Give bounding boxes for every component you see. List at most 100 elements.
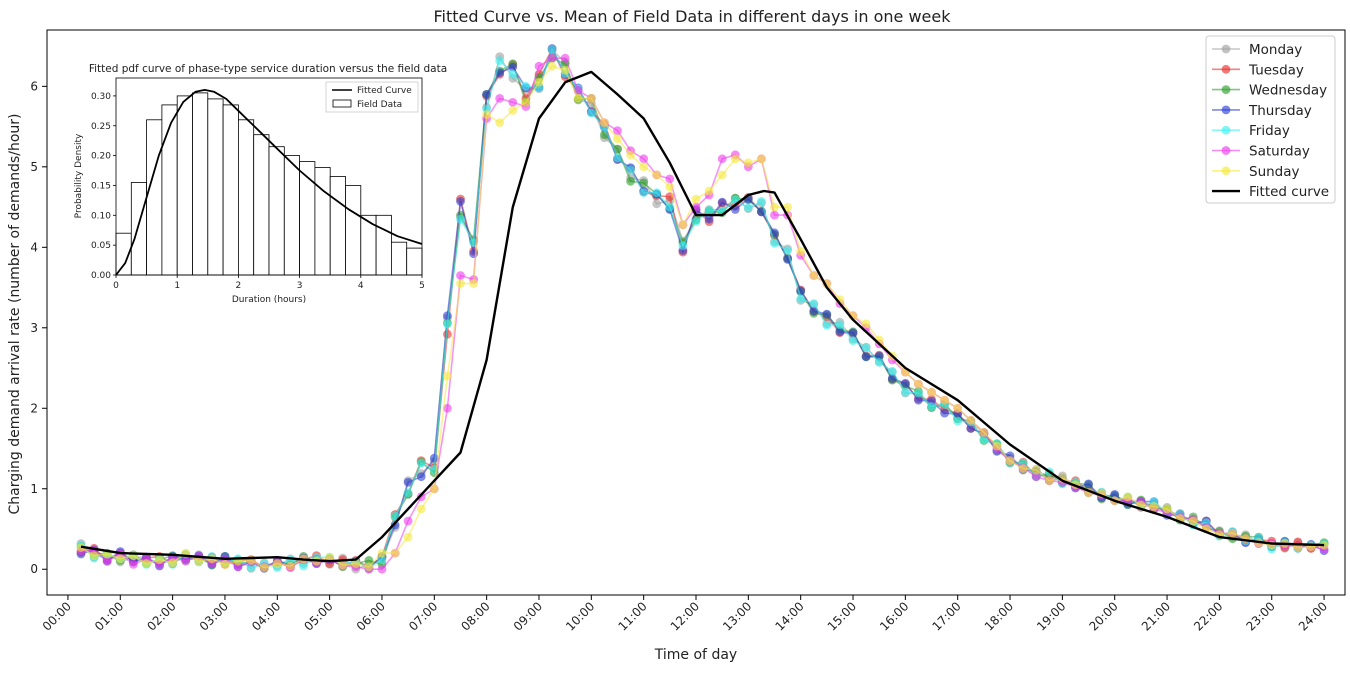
- data-point-friday: [299, 561, 308, 571]
- data-point-wednesday: [639, 178, 649, 188]
- data-point-thursday: [874, 351, 884, 361]
- data-point-friday: [639, 188, 649, 198]
- data-point-saturday: [181, 556, 191, 566]
- histogram-bar: [345, 185, 362, 276]
- data-point-friday: [704, 205, 714, 215]
- inset-y-tick-label: 0.25: [91, 122, 111, 132]
- data-point-sunday: [626, 150, 635, 160]
- inset-x-tick-label: 4: [358, 281, 364, 291]
- y-axis-title: Charging demand arrival rate (number of …: [7, 114, 23, 515]
- data-point-thursday: [482, 90, 491, 99]
- data-point-sunday: [547, 61, 557, 71]
- histogram-bar: [222, 104, 239, 276]
- legend-label-tuesday: Tuesday: [1248, 62, 1304, 78]
- legend-label-sunday: Sunday: [1249, 164, 1300, 180]
- histogram-bar: [161, 104, 178, 276]
- data-point-saturday: [665, 174, 675, 184]
- histogram-bar: [299, 161, 316, 276]
- data-point-sunday: [652, 170, 662, 180]
- histogram-bar: [146, 119, 163, 276]
- data-point-sunday: [992, 441, 1002, 451]
- data-point-friday: [652, 188, 662, 198]
- fitted-curve-line: [80, 70, 1325, 563]
- data-point-sunday: [953, 403, 963, 413]
- histogram-bar: [176, 95, 193, 276]
- data-point-friday: [914, 388, 923, 398]
- data-point-thursday: [456, 197, 465, 206]
- data-point-sunday: [1228, 528, 1237, 538]
- y-tick-label: 4: [30, 240, 38, 254]
- data-point-sunday: [613, 134, 622, 144]
- data-point-sunday: [560, 65, 570, 75]
- data-point-sunday: [495, 118, 505, 127]
- y-tick-label: 2: [30, 401, 38, 415]
- data-point-friday: [887, 366, 897, 376]
- legend-swatch-marker-tuesday: [1221, 64, 1231, 74]
- data-point-saturday: [403, 516, 413, 526]
- data-point-sunday: [1188, 516, 1198, 526]
- data-point-saturday: [129, 560, 138, 569]
- legend-swatch-marker-wednesday: [1221, 85, 1231, 94]
- data-point-sunday: [286, 561, 295, 571]
- data-point-thursday: [861, 352, 871, 362]
- data-point-sunday: [534, 77, 544, 87]
- data-point-friday: [691, 217, 701, 227]
- data-point-thursday: [443, 311, 452, 321]
- data-point-sunday: [861, 319, 871, 329]
- data-point-saturday: [560, 53, 570, 63]
- inset-x-tick-label: 5: [419, 281, 425, 291]
- histogram-bar: [390, 241, 408, 276]
- inset-y-tick-label: 0.30: [91, 92, 111, 102]
- y-tick-label: 3: [30, 321, 38, 335]
- histogram-bar: [329, 176, 346, 276]
- chart-title: Fitted Curve vs. Mean of Field Data in d…: [433, 7, 951, 26]
- inset-y-tick-label: 0.20: [91, 152, 111, 162]
- data-point-friday: [835, 320, 845, 329]
- data-point-friday: [626, 165, 635, 175]
- data-point-friday: [927, 402, 936, 412]
- data-point-sunday: [639, 162, 649, 172]
- data-point-sunday: [194, 556, 204, 566]
- data-point-saturday: [102, 556, 112, 566]
- data-point-friday: [743, 203, 753, 213]
- data-point-thursday: [704, 214, 714, 224]
- data-point-sunday: [1162, 504, 1172, 514]
- inset-y-tick-label: 0.05: [91, 241, 111, 251]
- inset-y-tick-label: 0.10: [91, 211, 111, 221]
- data-point-sunday: [600, 118, 609, 127]
- legend-label-wednesday: Wednesday: [1249, 83, 1327, 99]
- histogram-bar: [130, 182, 148, 276]
- inset-fitted-curve-layer: [115, 89, 423, 276]
- data-point-friday: [953, 416, 963, 426]
- data-point-sunday: [429, 484, 439, 494]
- data-point-thursday: [403, 477, 413, 487]
- data-point-sunday: [966, 415, 976, 425]
- data-point-saturday: [416, 492, 426, 502]
- data-point-sunday: [1123, 492, 1133, 502]
- data-point-saturday: [443, 403, 452, 413]
- data-point-sunday: [338, 560, 348, 570]
- data-point-sunday: [469, 279, 478, 288]
- data-point-sunday: [1005, 456, 1015, 465]
- data-point-friday: [390, 511, 400, 521]
- data-point-friday: [613, 153, 622, 163]
- data-point-sunday: [678, 220, 688, 230]
- data-point-thursday: [848, 328, 858, 337]
- data-point-sunday: [115, 554, 125, 564]
- data-point-friday: [861, 343, 871, 353]
- data-point-thursday: [822, 309, 832, 319]
- data-point-saturday: [613, 126, 622, 135]
- data-point-sunday: [927, 387, 936, 397]
- data-point-sunday: [155, 555, 164, 564]
- data-point-sunday: [1018, 464, 1028, 473]
- histogram-bar: [268, 146, 285, 276]
- data-point-thursday: [1084, 479, 1093, 489]
- data-point-wednesday: [626, 176, 635, 186]
- data-point-thursday: [717, 197, 727, 207]
- data-point-friday: [586, 108, 596, 118]
- inset-y-axis-title: Probability Density: [74, 133, 84, 218]
- data-point-sunday: [456, 279, 465, 288]
- data-point-sunday: [259, 563, 269, 572]
- data-point-saturday: [495, 94, 505, 103]
